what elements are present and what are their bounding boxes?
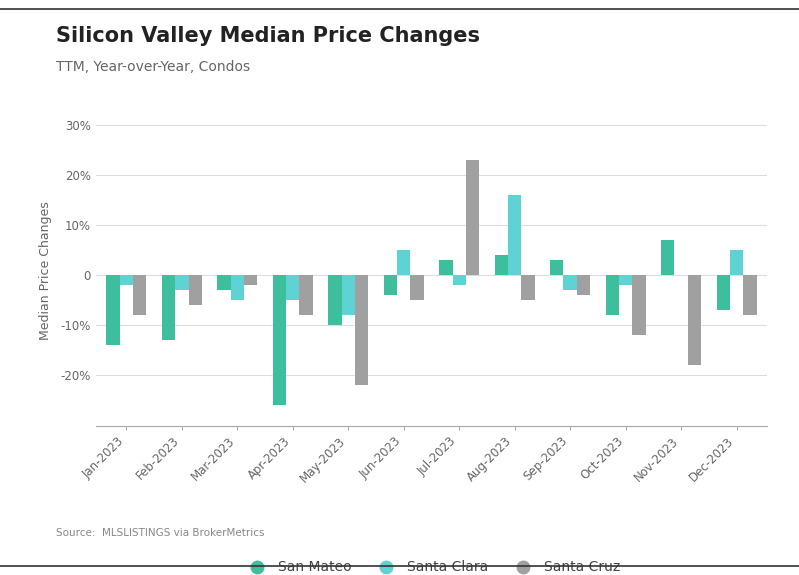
Bar — [300, 275, 312, 315]
Bar — [495, 255, 508, 275]
Text: TTM, Year-over-Year, Condos: TTM, Year-over-Year, Condos — [56, 60, 250, 74]
Text: Source:  MLSLISTINGS via BrokerMetrics: Source: MLSLISTINGS via BrokerMetrics — [56, 528, 264, 538]
Bar — [355, 275, 368, 385]
Bar — [384, 275, 397, 296]
Bar — [729, 250, 743, 275]
Bar — [106, 275, 120, 346]
Bar — [452, 275, 466, 285]
Bar — [231, 275, 244, 300]
Bar — [606, 275, 619, 315]
Bar — [743, 275, 757, 315]
Bar — [619, 275, 632, 285]
Bar — [411, 275, 423, 300]
Text: Silicon Valley Median Price Changes: Silicon Valley Median Price Changes — [56, 26, 480, 46]
Bar — [175, 275, 189, 290]
Bar — [272, 275, 286, 405]
Y-axis label: Median Price Changes: Median Price Changes — [39, 201, 52, 340]
Bar — [688, 275, 701, 365]
Bar — [133, 275, 146, 315]
Bar — [342, 275, 355, 315]
Bar — [632, 275, 646, 335]
Bar — [217, 275, 231, 290]
Bar — [521, 275, 535, 300]
Bar — [397, 250, 411, 275]
Bar — [563, 275, 577, 290]
Bar — [717, 275, 729, 311]
Bar — [286, 275, 300, 300]
Bar — [244, 275, 257, 285]
Bar — [189, 275, 202, 305]
Bar — [551, 260, 563, 275]
Bar — [508, 195, 521, 275]
Bar — [577, 275, 590, 296]
Bar — [439, 260, 452, 275]
Bar — [661, 240, 674, 275]
Legend: San Mateo, Santa Clara, Santa Cruz: San Mateo, Santa Clara, Santa Cruz — [237, 555, 626, 575]
Bar — [162, 275, 175, 340]
Bar — [120, 275, 133, 285]
Bar — [466, 160, 479, 275]
Bar — [328, 275, 342, 325]
